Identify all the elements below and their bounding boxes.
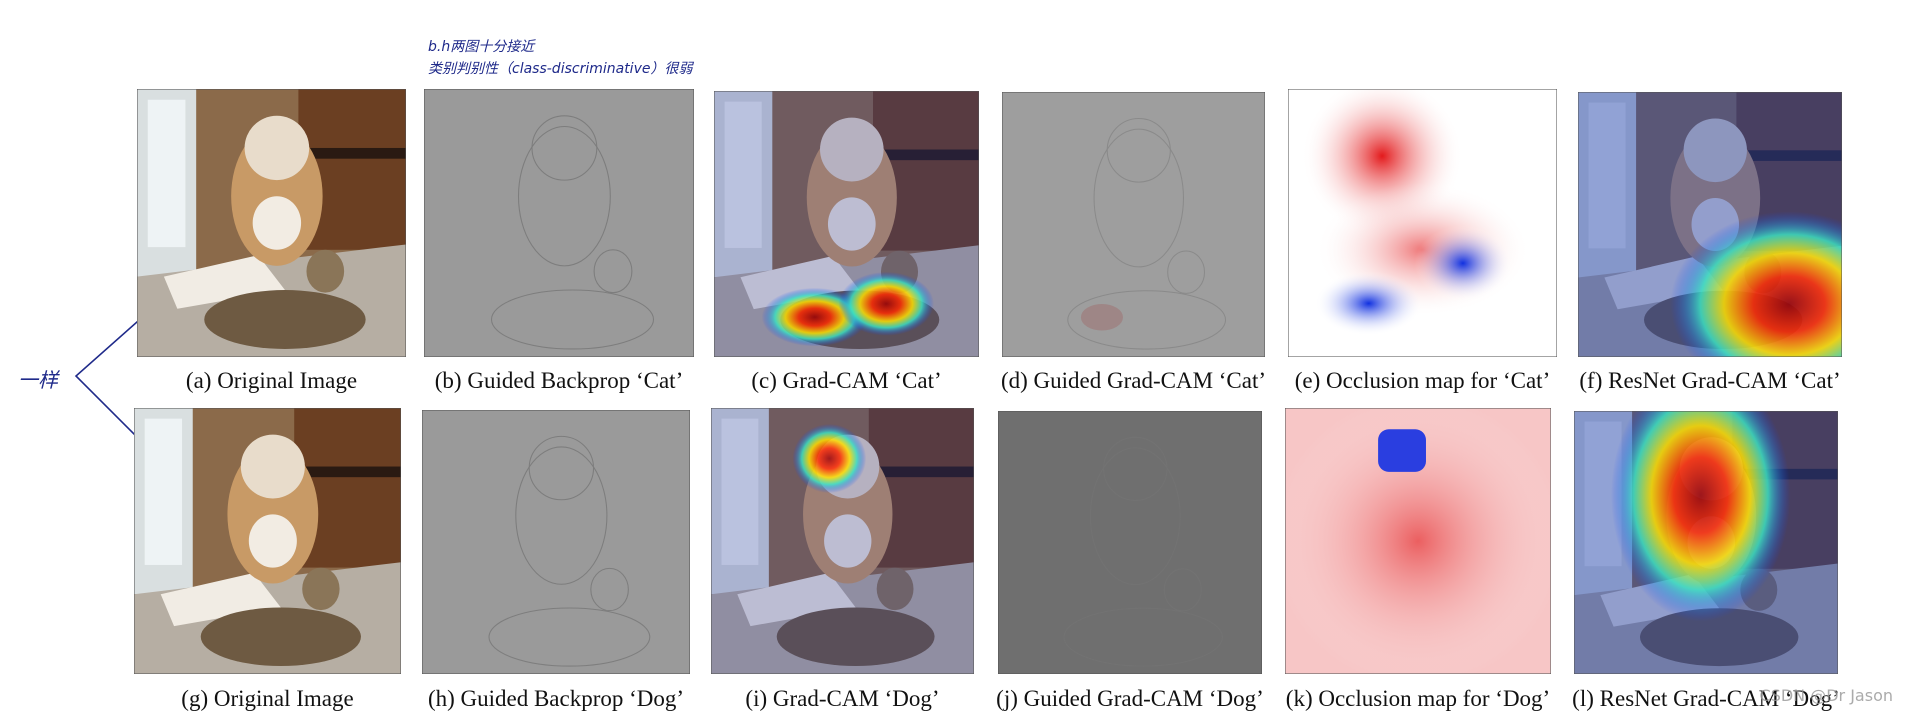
panel-image xyxy=(1578,92,1842,357)
panel-image xyxy=(134,408,401,674)
panel-image xyxy=(711,408,974,674)
figure-image xyxy=(1002,92,1265,357)
panel-image xyxy=(1002,92,1265,357)
figure-image xyxy=(1578,92,1842,357)
caption: (f) ResNet Grad-CAM ‘Cat’ xyxy=(1579,368,1841,393)
caption: (c) Grad-CAM ‘Cat’ xyxy=(751,368,942,393)
handwritten-note: b.h两图十分接近 xyxy=(428,39,535,55)
panel-image xyxy=(1285,408,1551,674)
figure-image xyxy=(998,411,1262,674)
bracket xyxy=(74,313,147,447)
caption: (l) ResNet Grad-CAM ‘Dog’ xyxy=(1572,686,1840,711)
caption: (a) Original Image xyxy=(185,368,358,393)
figure-image xyxy=(134,408,401,674)
caption: (i) Grad-CAM ‘Dog’ xyxy=(745,686,940,711)
figure-image xyxy=(1574,411,1838,674)
caption: (k) Occlusion map for ‘Dog’ xyxy=(1285,686,1551,711)
figure-image xyxy=(422,410,690,674)
panel-image xyxy=(424,89,694,357)
panel-image xyxy=(998,411,1262,674)
panel-image xyxy=(1574,411,1838,674)
panel-image xyxy=(1288,89,1557,357)
figure-image xyxy=(1288,89,1557,357)
caption: (d) Guided Grad-CAM ‘Cat’ xyxy=(1000,368,1267,393)
figure-image xyxy=(424,89,694,357)
panel-image xyxy=(137,89,406,357)
caption: (b) Guided Backprop ‘Cat’ xyxy=(434,368,684,393)
figure-image xyxy=(711,408,974,674)
caption: (j) Guided Grad-CAM ‘Dog’ xyxy=(996,686,1264,711)
figure-image xyxy=(1285,408,1551,674)
caption: (e) Occlusion map for ‘Cat’ xyxy=(1294,368,1551,393)
handwritten-note: 类别判别性（class-discriminative）很弱 xyxy=(428,61,693,77)
side-note: 一样 xyxy=(18,368,58,392)
panel-image xyxy=(422,410,690,674)
figure-image xyxy=(714,91,979,357)
caption: (g) Original Image xyxy=(181,686,354,711)
panel-image xyxy=(714,91,979,357)
watermark: CSDN @Dr Jason xyxy=(1759,686,1893,705)
figure-image xyxy=(137,89,406,357)
caption: (h) Guided Backprop ‘Dog’ xyxy=(427,686,685,711)
